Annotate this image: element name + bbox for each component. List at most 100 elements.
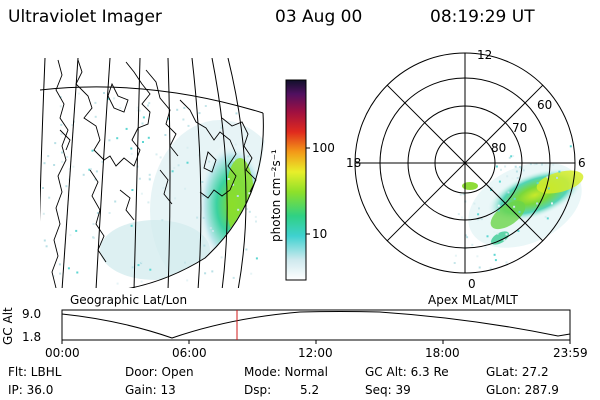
speckle <box>529 163 532 166</box>
speckle <box>536 182 539 185</box>
speckle <box>489 267 492 270</box>
speckle <box>208 160 211 163</box>
info-seq: Seq: 39 <box>365 383 411 397</box>
speckle <box>171 170 174 173</box>
observation-date: 03 Aug 00 <box>275 7 363 27</box>
speckle <box>558 170 561 173</box>
speckle <box>246 208 248 211</box>
speckle <box>254 215 257 218</box>
speckle <box>201 181 204 183</box>
speckle <box>61 151 63 154</box>
colorbar-tick-10: 10 <box>312 227 328 241</box>
speckle <box>164 134 167 136</box>
speckle-noise-left <box>42 92 258 285</box>
speckle <box>514 165 517 168</box>
speckle <box>156 195 159 197</box>
speckle <box>183 106 186 109</box>
altitude-xtick-1: 06:00 <box>172 346 207 360</box>
speckle <box>546 176 549 179</box>
speckle <box>138 177 141 180</box>
speckle <box>486 235 489 238</box>
speckle <box>232 183 235 186</box>
speckle <box>522 169 525 172</box>
speckle <box>460 216 463 219</box>
earth-limb <box>128 112 264 288</box>
speckle <box>248 192 251 195</box>
info-door: Door: Open <box>125 365 194 379</box>
speckle <box>490 189 492 191</box>
speckle <box>512 155 515 157</box>
speckle-noise-right <box>453 145 572 270</box>
speckle <box>130 152 133 155</box>
speckle <box>504 165 507 168</box>
speckle <box>535 162 538 165</box>
speckle <box>453 262 456 264</box>
speckle <box>66 156 69 158</box>
speckle <box>507 191 510 194</box>
speckle <box>478 266 481 269</box>
info-glat: GLat: 27.2 <box>486 365 549 379</box>
speckle <box>68 178 70 181</box>
speckle <box>173 166 176 169</box>
apex-label: Apex MLat/MLT <box>428 293 518 307</box>
altitude-ylabel: GC Alt <box>1 307 15 345</box>
speckle <box>496 232 499 235</box>
speckle <box>255 220 257 223</box>
speckle <box>177 164 180 167</box>
speckle <box>513 197 516 200</box>
speckle <box>52 275 55 278</box>
speckle <box>142 141 144 143</box>
speckle <box>42 212 45 215</box>
speckle <box>544 163 547 166</box>
speckle <box>255 257 258 260</box>
speckle <box>60 133 63 135</box>
speckle <box>147 104 149 107</box>
lat-label-80: 80 <box>491 141 507 155</box>
lat-label-60: 60 <box>537 98 553 112</box>
speckle <box>518 210 521 213</box>
speckle <box>546 217 549 220</box>
mlt-label-left: 18 <box>346 156 362 170</box>
speckle <box>94 101 97 104</box>
speckle <box>200 157 203 160</box>
speckle <box>131 266 134 269</box>
speckle <box>136 109 139 112</box>
speckle <box>520 167 523 170</box>
speckle <box>69 234 72 237</box>
longitude-lines <box>40 58 247 288</box>
colorbar-unit-label: photon cm⁻²s⁻¹ <box>269 149 283 242</box>
speckle <box>42 187 44 189</box>
speckle <box>61 160 64 163</box>
speckle <box>473 202 476 205</box>
colorbar-tick-100: 100 <box>312 141 335 155</box>
speckle <box>149 268 152 271</box>
speckle <box>516 177 519 179</box>
speckle <box>76 271 79 274</box>
info-filter: Flt: LBHL <box>8 365 62 379</box>
mlt-label-bottom: 0 <box>468 277 476 291</box>
speckle <box>91 149 94 152</box>
altitude-x-ticks <box>61 340 571 344</box>
polar-plot <box>354 52 584 274</box>
speckle <box>233 159 235 162</box>
speckle <box>59 96 62 99</box>
speckle <box>541 163 543 166</box>
speckle <box>60 123 63 126</box>
speckle <box>556 176 558 179</box>
speckle <box>211 270 214 273</box>
speckle <box>192 241 195 244</box>
speckle <box>53 164 56 166</box>
speckle <box>77 92 80 95</box>
altitude-curve <box>61 311 571 339</box>
speckle <box>103 92 105 94</box>
speckle <box>497 209 500 212</box>
speckle <box>457 213 460 216</box>
speckle <box>500 168 502 171</box>
speckle <box>234 143 237 146</box>
speckle <box>68 168 71 171</box>
speckle <box>459 193 462 196</box>
speckle <box>237 208 240 211</box>
speckle <box>107 97 110 100</box>
speckle <box>236 195 239 197</box>
speckle <box>119 107 122 109</box>
